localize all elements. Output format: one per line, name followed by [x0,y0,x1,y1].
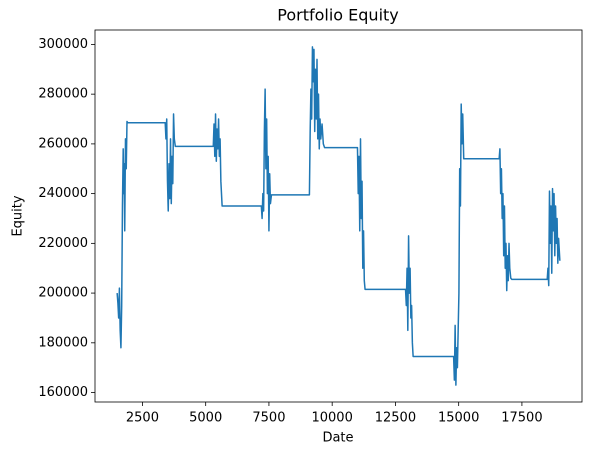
line-series [116,46,561,386]
y-tick-label: 180000 [38,335,88,350]
y-tick-label: 240000 [38,186,88,201]
x-tick-label: 10000 [311,411,352,426]
x-tick-label: 15000 [438,411,479,426]
y-tick-label: 160000 [38,385,88,400]
y-tick-label: 200000 [38,286,88,301]
x-tick-label: 17500 [501,411,542,426]
y-tick-label: 300000 [38,37,88,52]
chart-title: Portfolio Equity [277,6,399,25]
x-tick-label: 2500 [126,411,159,426]
x-tick-label: 7500 [252,411,285,426]
y-axis-label: Equity [11,195,26,236]
y-tick-label: 220000 [38,236,88,251]
y-tick-label: 260000 [38,136,88,151]
x-tick-label: 5000 [189,411,222,426]
y-tick-label: 280000 [38,87,88,102]
x-tick-label: 12500 [375,411,416,426]
x-axis-label: Date [322,431,353,446]
plot-frame [94,29,583,403]
